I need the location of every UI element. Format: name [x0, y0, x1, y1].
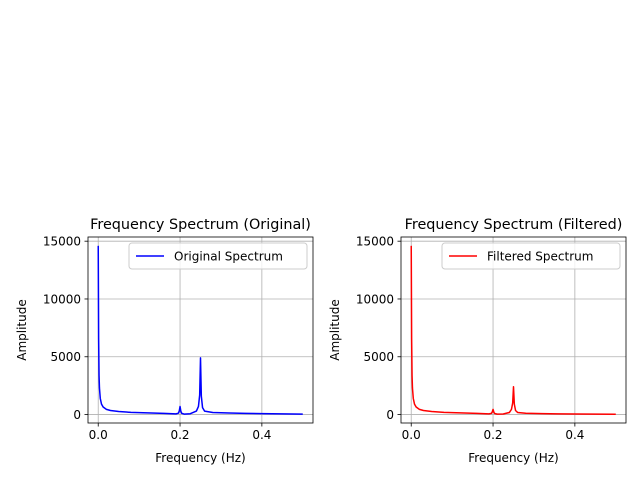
legend-box [441, 242, 621, 270]
y-tick-label: 5000 [50, 350, 81, 364]
x-tick-label: 0.0 [402, 428, 421, 442]
x-tick-label: 0.0 [89, 428, 108, 442]
chart-panel-2: 0.0 0.2 0.4 0 5000 10000 15000 Frequency Spectr… [328, 217, 627, 465]
x-axis-label: Frequency (Hz) [155, 451, 246, 465]
x-tick-label: 0.4 [252, 428, 271, 442]
x-tick-label: 0.4 [565, 428, 584, 442]
legend-box [128, 242, 308, 270]
y-tick-label: 0 [386, 408, 394, 422]
chart-title: Frequency Spectrum (Filtered) [405, 217, 623, 233]
series-line-1 [97, 245, 303, 415]
legend: Filtered Spectrum [441, 242, 621, 270]
y-tick-label: 10000 [43, 292, 81, 306]
y-tick-label: 5000 [363, 350, 394, 364]
y-axis-label: Amplitude [15, 299, 29, 361]
y-tick-label: 0 [73, 408, 81, 422]
chart-title: Frequency Spectrum (Original) [90, 217, 311, 233]
y-tick-label: 15000 [356, 234, 394, 248]
legend-label: Filtered Spectrum [487, 250, 593, 264]
legend-label: Original Spectrum [174, 250, 283, 264]
x-tick-label: 0.2 [483, 428, 502, 442]
series-line-1 [410, 245, 616, 415]
legend: Original Spectrum [128, 242, 308, 270]
plot-frame [400, 236, 627, 424]
y-tick-label: 10000 [356, 292, 394, 306]
x-tick-label: 0.2 [170, 428, 189, 442]
plot-frame [87, 236, 314, 424]
chart-panel-1: 0.0 0.2 0.4 0 5000 10000 15000 Frequency Spectr… [15, 217, 314, 465]
x-axis-label: Frequency (Hz) [468, 451, 559, 465]
y-axis-label: Amplitude [328, 299, 342, 361]
y-tick-label: 15000 [43, 234, 81, 248]
